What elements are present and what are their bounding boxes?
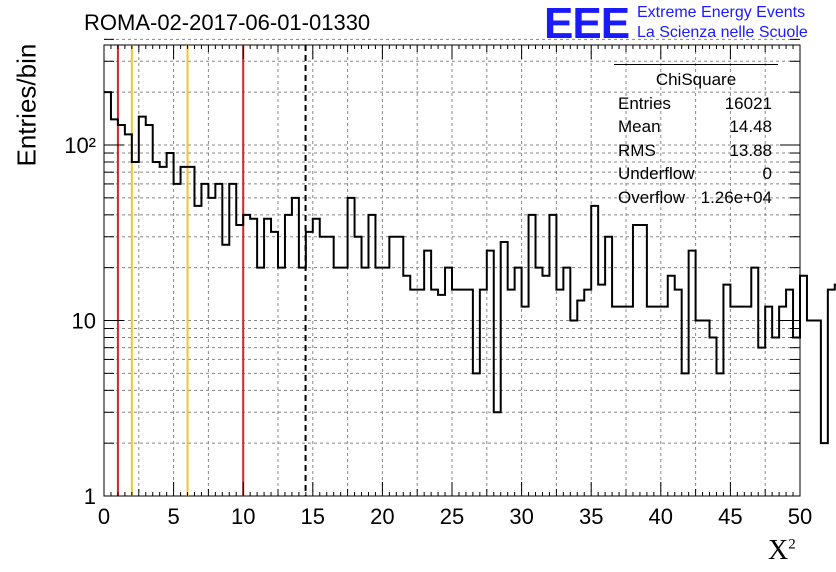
x-axis-label: X2 [768, 535, 796, 567]
stats-label: Mean [618, 117, 661, 136]
x-tick-label: 5 [167, 504, 179, 529]
x-tick-label: 30 [509, 504, 533, 529]
y-tick-label: 1 [84, 484, 96, 509]
stats-value: 16021 [724, 93, 772, 113]
stats-value: 0 [762, 164, 772, 183]
stats-row-entries: Entries 16021 [614, 92, 778, 116]
x-tick-label: 40 [649, 504, 673, 529]
y-axis-label: Entries/bin [11, 43, 42, 167]
stats-label: Entries [618, 93, 671, 113]
y-tick-labels: 1 10 10² [64, 133, 96, 509]
stats-label: Underflow [618, 164, 695, 183]
x-tick-label: 50 [788, 504, 812, 529]
eee-logo: EEE [544, 0, 630, 48]
x-tick-label: 10 [231, 504, 255, 529]
reference-lines [116, 45, 307, 496]
x-axis-label-sup: 2 [788, 536, 796, 553]
logo-line-1: Extreme Energy Events [637, 4, 806, 21]
logo-line-2: La Scienza nelle Scuole [637, 24, 808, 41]
stats-label: RMS [618, 140, 656, 160]
stats-value: 1.26e+04 [700, 187, 772, 207]
stats-row-overflow: Overflow 1.26e+04 [614, 186, 778, 210]
y-tick-label: 10² [64, 133, 96, 158]
stats-row-rms: RMS 13.88 [614, 139, 778, 163]
histogram-step-line [104, 91, 836, 445]
stats-box: ChiSquare Entries 16021 Mean 14.48 RMS 1… [614, 64, 778, 209]
x-tick-label: 0 [98, 504, 110, 529]
x-tick-label: 20 [370, 504, 394, 529]
stats-value: 13.88 [729, 140, 772, 160]
x-tick-label: 45 [718, 504, 742, 529]
x-tick-label: 25 [440, 504, 464, 529]
x-tick-labels: 0 5 10 15 20 25 30 35 40 45 50 [98, 504, 812, 529]
stats-row-mean: Mean 14.48 [614, 115, 778, 139]
stats-title: ChiSquare [655, 70, 737, 89]
x-tick-label: 15 [301, 504, 325, 529]
stats-row-underflow: Underflow 0 [614, 162, 778, 186]
stats-value: 14.48 [729, 117, 772, 136]
chart-title: ROMA-02-2017-06-01-01330 [84, 10, 371, 35]
y-tick-label: 10 [72, 309, 96, 334]
stats-label: Overflow [618, 187, 686, 207]
x-tick-label: 35 [579, 504, 603, 529]
x-axis-label-text: X [768, 535, 789, 566]
axis-ticks [103, 38, 801, 497]
